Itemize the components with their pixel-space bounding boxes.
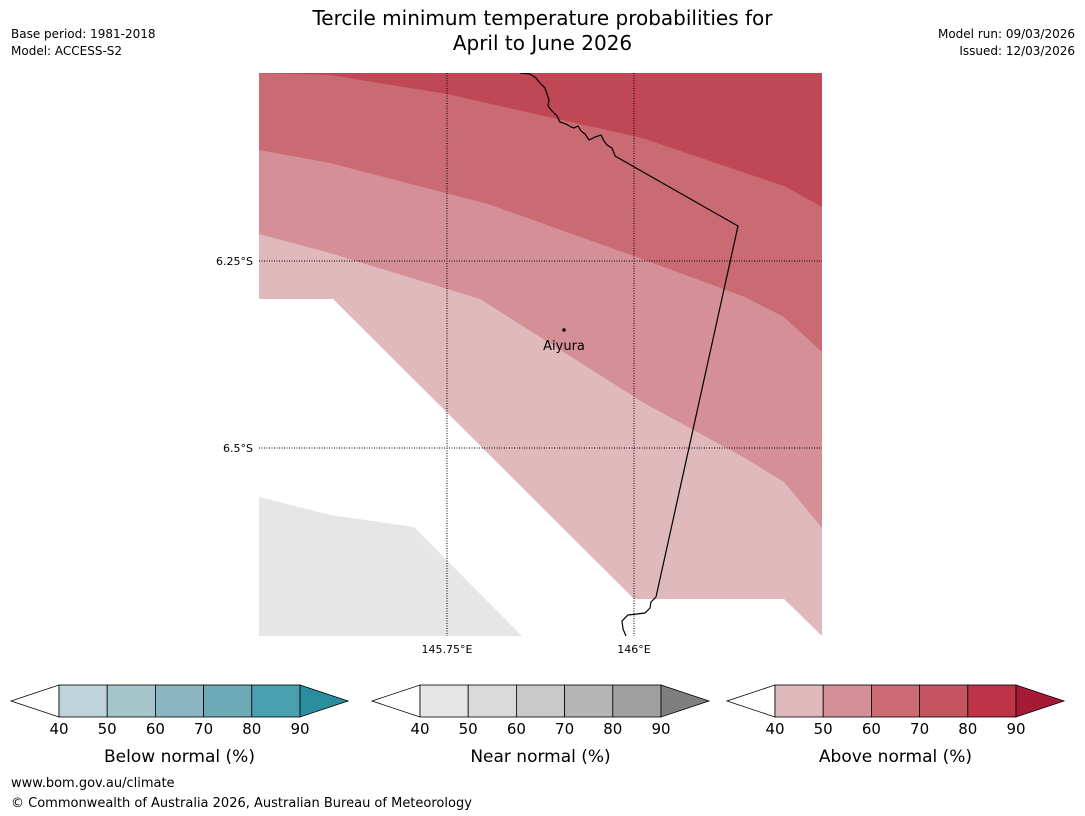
legend-1-tick-2: 60 <box>507 720 526 738</box>
legend-2: 40 50 60 70 80 90 Above normal (%) <box>725 684 1066 767</box>
legend-2-cell-3 <box>919 684 969 718</box>
legend-0-title: Below normal (%) <box>104 747 255 767</box>
legend-0-tick-5: 90 <box>290 720 309 738</box>
legend-0-cell-1 <box>106 684 156 718</box>
legend-2-tick-5: 90 <box>1006 720 1025 738</box>
legend-1-tick-4: 80 <box>603 720 622 738</box>
legend-1-upper-extend <box>660 684 711 718</box>
legend-0-cell-2 <box>154 684 204 718</box>
legend-0-upper-extend <box>299 684 350 718</box>
legend-2-cell-0 <box>774 684 824 718</box>
legend-2-tick-1: 50 <box>814 720 833 738</box>
meta-right: Model run: 09/03/2026 Issued: 12/03/2026 <box>938 26 1075 60</box>
legend-1-cell-0 <box>419 684 469 718</box>
legend-2-lower-extend <box>725 684 776 718</box>
legend-1: 40 50 60 70 80 90 Near normal (%) <box>370 684 711 767</box>
legend-0: 40 50 60 70 80 90 Below normal (%) <box>9 684 350 767</box>
legend-2-tick-0: 40 <box>765 720 784 738</box>
legend-1-cell-3 <box>564 684 614 718</box>
title-line-2: April to June 2026 <box>452 31 633 55</box>
legend-2-tick-4: 80 <box>958 720 977 738</box>
legend-2-cell-4 <box>967 684 1017 718</box>
model-name: Model: ACCESS-S2 <box>11 44 123 58</box>
near-normal-40-region <box>259 497 522 636</box>
footer-copyright: © Commonwealth of Australia 2026, Austra… <box>11 796 472 811</box>
legend-1-lower-extend <box>370 684 421 718</box>
legend-2-title: Above normal (%) <box>819 747 972 767</box>
legend-0-tick-1: 50 <box>98 720 117 738</box>
town-marker <box>562 328 566 332</box>
title-line-1: Tercile minimum temperature probabilitie… <box>312 6 773 30</box>
map-panel <box>259 73 822 636</box>
footer-url: www.bom.gov.au/climate <box>11 776 175 791</box>
legend-1-tick-0: 40 <box>410 720 429 738</box>
lon-label-146: 146°E <box>617 643 650 656</box>
legend-1-cell-4 <box>612 684 662 718</box>
legend-1-tick-1: 50 <box>459 720 478 738</box>
legend-1-tick-3: 70 <box>555 720 574 738</box>
town-label: Aiyura <box>543 339 585 354</box>
lat-label-6-25: 6.25°S <box>216 255 253 268</box>
legend-2-upper-extend <box>1015 684 1066 718</box>
model-run: Model run: 09/03/2026 <box>937 27 1075 41</box>
chart-title: Tercile minimum temperature probabilitie… <box>0 6 1085 56</box>
legend-1-tick-5: 90 <box>651 720 670 738</box>
legend-0-cell-0 <box>58 684 108 718</box>
issued-date: Issued: 12/03/2026 <box>959 44 1075 58</box>
lat-label-6-5: 6.5°S <box>223 442 253 455</box>
legends: 40 50 60 70 80 90 Below normal (%) 40 50 60 70 80 90… <box>9 684 1066 767</box>
above-normal-70-region <box>259 73 822 207</box>
legend-1-title: Near normal (%) <box>470 747 610 767</box>
legend-0-cell-3 <box>203 684 253 718</box>
legend-0-cell-4 <box>251 684 301 718</box>
legend-1-cell-2 <box>516 684 566 718</box>
base-period: Base period: 1981-2018 <box>11 27 156 41</box>
legend-0-lower-extend <box>9 684 60 718</box>
legend-2-cell-1 <box>822 684 872 718</box>
legend-0-tick-2: 60 <box>146 720 165 738</box>
legend-0-tick-0: 40 <box>49 720 68 738</box>
legend-0-tick-3: 70 <box>194 720 213 738</box>
province-boundary <box>519 73 739 636</box>
legend-2-tick-3: 70 <box>910 720 929 738</box>
legend-1-cell-1 <box>467 684 517 718</box>
legend-2-tick-2: 60 <box>862 720 881 738</box>
legend-2-cell-2 <box>871 684 921 718</box>
lon-label-145-75: 145.75°E <box>422 643 473 656</box>
legend-0-tick-4: 80 <box>242 720 261 738</box>
meta-left: Base period: 1981-2018 Model: ACCESS-S2 <box>11 26 156 60</box>
